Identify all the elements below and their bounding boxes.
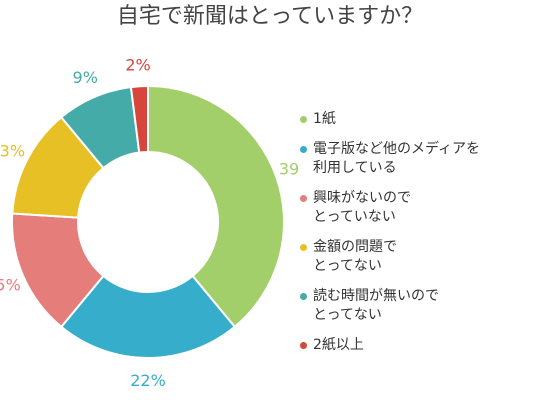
legend: 1紙電子版など他のメディアを 利用している 興味がないので とっていない 金額の問題… [300, 110, 540, 366]
legend-label: 興味がないので とっていない [313, 190, 411, 225]
legend-item: 1紙 [300, 110, 540, 129]
legend-label: 2紙以上 [313, 337, 364, 353]
legend-marker [300, 116, 307, 123]
legend-marker [300, 146, 307, 153]
slice-value-label: 39% [279, 159, 300, 178]
slice-value-label: 13% [0, 141, 25, 160]
slice-value-label: 9% [73, 68, 98, 87]
legend-label: 1紙 [313, 111, 336, 127]
legend-item: 金額の問題で とってない [300, 238, 540, 276]
legend-marker [300, 293, 307, 300]
legend-marker [300, 342, 307, 349]
legend-item: 2紙以上 [300, 336, 540, 355]
pie-slice [59, 274, 237, 359]
legend-item: 読む時間が無いので とってない [300, 287, 540, 325]
slice-value-label: 15% [0, 276, 21, 295]
legend-label: 電子版など他のメディアを 利用している [313, 141, 481, 176]
slice-value-label: 22% [130, 371, 166, 390]
legend-label: 金額の問題で とってない [313, 239, 397, 274]
legend-item: 興味がないので とっていない [300, 189, 540, 227]
legend-marker [300, 244, 307, 251]
pie-slice [129, 84, 149, 154]
legend-item: 電子版など他のメディアを 利用している [300, 140, 540, 178]
donut-chart: 39% 22% 15% 13% 9% 2% [0, 55, 300, 390]
legend-label: 読む時間が無いので とってない [313, 288, 439, 323]
pie-slice [147, 84, 285, 329]
legend-marker [300, 195, 307, 202]
slice-value-label: 2% [125, 55, 150, 74]
chart-title: 自宅で新聞はとっていますか？ [116, 4, 424, 29]
